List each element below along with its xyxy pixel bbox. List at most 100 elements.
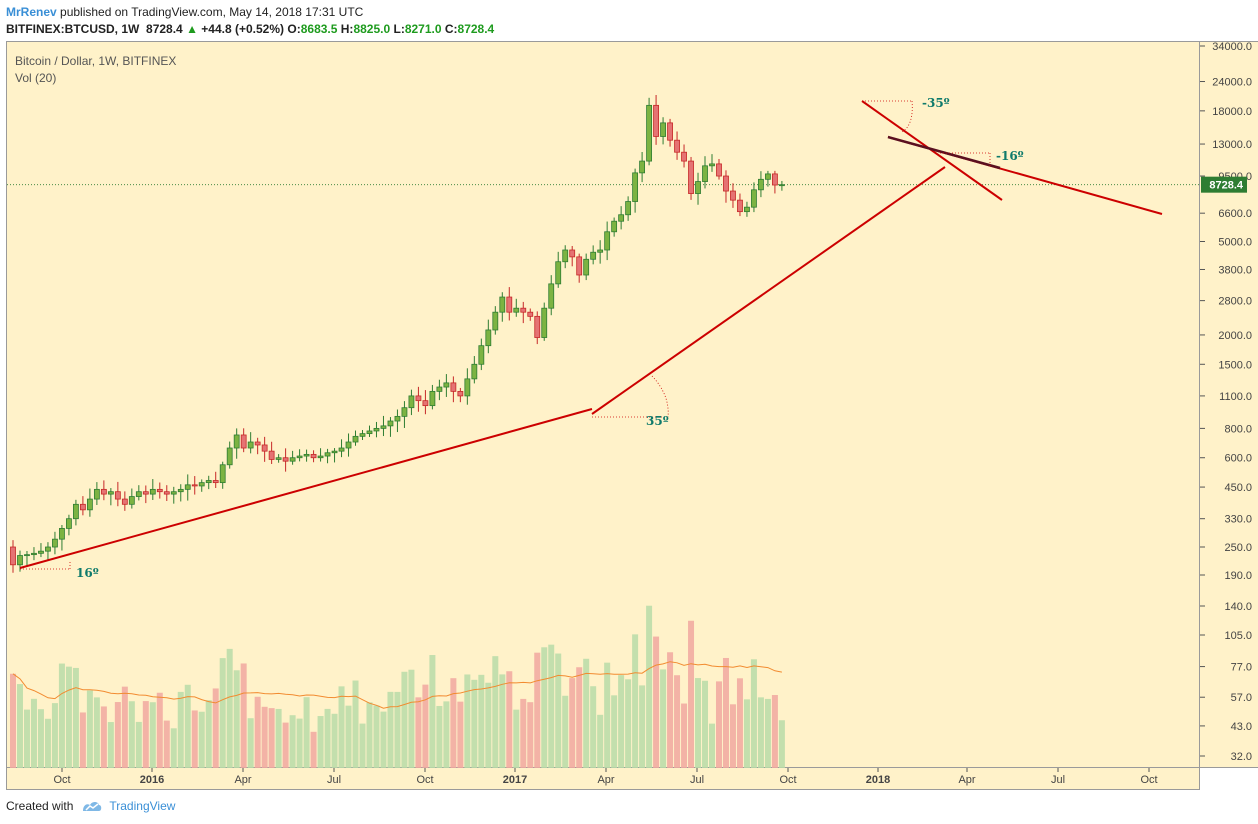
- angle-label: 35º: [646, 414, 669, 428]
- volume-bar: [520, 698, 527, 768]
- candle-body: [163, 491, 170, 495]
- volume-bar: [317, 716, 324, 768]
- candle-body: [457, 390, 464, 397]
- volume-bar: [303, 697, 310, 768]
- volume-bar: [715, 681, 722, 768]
- candle-body: [548, 283, 555, 309]
- candle-body: [289, 457, 296, 462]
- price-tick-label: 250.0: [1224, 542, 1252, 554]
- candle-body: [478, 345, 485, 365]
- candle-body: [576, 256, 583, 276]
- price-axis[interactable]: [1200, 41, 1258, 768]
- time-tick-label: Apr: [958, 774, 975, 786]
- volume-bar: [58, 663, 65, 768]
- author-link[interactable]: MrRenev: [6, 5, 57, 19]
- volume-bar: [736, 678, 743, 768]
- candle-body: [303, 453, 310, 457]
- candle-body: [513, 307, 520, 313]
- chart-title: Bitcoin / Dollar, 1W, BITFINEX: [15, 54, 177, 68]
- volume-bar: [576, 667, 583, 768]
- candle-body: [422, 400, 429, 407]
- candle-body: [352, 435, 359, 443]
- trendline-minus35: [861, 100, 1003, 201]
- volume-bar: [695, 678, 702, 768]
- candle-body: [296, 455, 303, 459]
- volume-bar: [86, 690, 93, 768]
- open-label: O:: [287, 22, 301, 36]
- volume-bar: [443, 701, 450, 768]
- candle-body: [667, 122, 673, 141]
- candle-body: [450, 382, 457, 392]
- candle-body: [38, 550, 44, 554]
- footer: Created with TradingView: [6, 799, 175, 813]
- candle-body: [170, 491, 177, 495]
- candle-body: [569, 249, 576, 258]
- candle-body: [415, 395, 422, 402]
- volume-bar: [590, 686, 597, 768]
- candle-body: [730, 190, 736, 201]
- candle-body: [471, 363, 478, 380]
- volume-bar: [464, 674, 471, 768]
- volume-bar: [611, 695, 618, 768]
- trendline-dark-segment: [887, 135, 1001, 170]
- volume-bar: [681, 703, 688, 768]
- candle-body: [331, 450, 338, 454]
- candle-body: [177, 488, 184, 493]
- volume-bar: [93, 697, 100, 768]
- time-tick-label: Apr: [234, 774, 251, 786]
- candle-body: [366, 430, 373, 435]
- volume-bar: [450, 678, 457, 768]
- time-tick-label: 2016: [140, 774, 164, 786]
- candle-body: [31, 552, 37, 556]
- candle-body: [73, 503, 79, 520]
- volume-bar: [722, 657, 729, 768]
- high-value: 8825.0: [353, 22, 391, 36]
- chart-header: MrRenev published on TradingView.com, Ma…: [6, 4, 494, 38]
- close-label: C:: [444, 22, 458, 36]
- candle-body: [198, 482, 205, 487]
- time-axis[interactable]: [6, 768, 1200, 790]
- candle-body: [534, 315, 541, 338]
- price-tick-label: 2000.0: [1218, 330, 1252, 342]
- tradingview-brand-link[interactable]: TradingView: [109, 799, 176, 813]
- volume-bar: [226, 648, 233, 768]
- candle-body: [324, 452, 331, 457]
- candle-body: [674, 139, 680, 153]
- price-tick-label: 105.0: [1224, 630, 1252, 642]
- candle-body: [59, 528, 65, 540]
- price-tick-label: 43.0: [1231, 721, 1252, 733]
- candle-body: [254, 441, 261, 446]
- volume-bar: [632, 634, 639, 768]
- current-price-label-box: [1201, 176, 1247, 193]
- candle-body: [499, 296, 506, 313]
- volume-bar: [541, 647, 548, 768]
- candle-body: [681, 151, 687, 162]
- tradingview-logo-icon[interactable]: [81, 799, 103, 813]
- candle-body: [184, 484, 191, 490]
- volume-bar: [702, 680, 709, 768]
- symbol-label: BITFINEX:BTCUSD, 1W: [6, 22, 140, 36]
- time-tick-label: Jul: [1051, 774, 1065, 786]
- candle-body: [562, 249, 569, 263]
- volume-bar: [743, 699, 750, 768]
- candle-body: [240, 434, 247, 449]
- candle-body: [625, 201, 632, 216]
- volume-bar: [51, 703, 58, 768]
- volume-bar: [191, 710, 198, 768]
- price-tick-label: 1100.0: [1219, 391, 1252, 403]
- candle-body: [744, 206, 750, 213]
- volume-bar: [121, 686, 128, 768]
- volume-bar: [750, 659, 757, 768]
- volume-bar: [289, 715, 296, 768]
- candle-body: [555, 261, 562, 285]
- volume-bar: [709, 723, 715, 768]
- volume-bar: [23, 709, 30, 768]
- candle-body: [653, 104, 659, 137]
- time-tick-label: 2018: [866, 774, 890, 786]
- volume-bar: [79, 712, 86, 768]
- volume-bar: [667, 652, 674, 768]
- volume-bar: [219, 658, 226, 768]
- price-tick-label: 5000.0: [1218, 236, 1252, 248]
- candle-body: [618, 214, 625, 222]
